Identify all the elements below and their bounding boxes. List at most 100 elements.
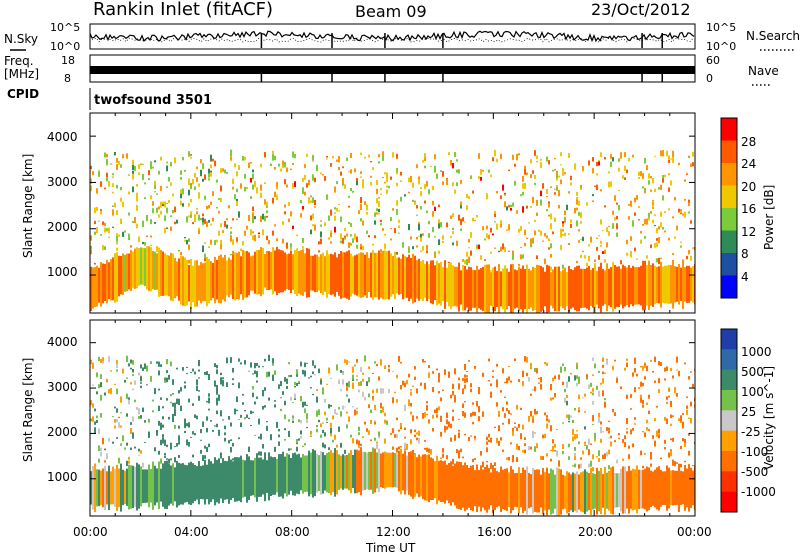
power-cbar-swatch-1 xyxy=(721,140,737,164)
power-cell-echo xyxy=(452,182,454,187)
velocity-cell-echo xyxy=(154,447,156,452)
velocity-cell-echo xyxy=(508,376,510,381)
power-cell-echo xyxy=(660,222,662,228)
power-cell-echo xyxy=(662,150,664,157)
power-cell-echo xyxy=(544,258,546,265)
power-cell-echo xyxy=(254,181,256,188)
power-cell-echo xyxy=(364,156,366,159)
power-cell-echo xyxy=(592,168,594,174)
velocity-cell-echo xyxy=(670,400,672,407)
power-cell-echo xyxy=(158,206,160,210)
velocity-cell-echo xyxy=(586,445,588,450)
power-cell-echo xyxy=(642,186,644,189)
velocity-cell-echo xyxy=(396,447,398,453)
velocity-cell-echo xyxy=(166,370,168,373)
velocity-cell-echo xyxy=(672,437,674,442)
velocity-cell-echo xyxy=(110,387,112,395)
cpid-panel: CPID twofsound 3501 xyxy=(7,87,212,110)
power-cell-echo xyxy=(234,194,236,200)
velocity-cell-echo xyxy=(668,388,670,391)
velocity-cell-echo xyxy=(128,456,130,460)
power-cell-echo xyxy=(582,166,584,172)
velocity-cell-echo xyxy=(664,378,666,381)
power-cell-band xyxy=(558,266,560,312)
velocity-cell-band xyxy=(172,463,174,506)
velocity-cell-echo xyxy=(166,398,168,401)
velocity-cell-echo xyxy=(578,409,580,413)
power-cell-band xyxy=(450,262,452,309)
velocity-cell-echo xyxy=(396,399,398,403)
power-cell-echo xyxy=(660,150,662,157)
velocity-cell-echo xyxy=(538,377,540,379)
power-cell-echo xyxy=(640,230,642,234)
velocity-cell-echo xyxy=(502,422,504,425)
power-cell-echo xyxy=(594,259,596,262)
vel-cbar-swatch-2 xyxy=(721,369,737,391)
velocity-cell-echo xyxy=(660,362,662,367)
velocity-cell-echo xyxy=(632,427,634,431)
power-cell-band xyxy=(220,254,222,304)
velocity-cell-echo xyxy=(240,362,242,365)
power-cell-band xyxy=(418,258,420,301)
velocity-cell-echo xyxy=(522,450,524,453)
vel-cbar-swatch-5 xyxy=(721,430,737,452)
power-cell-echo xyxy=(122,201,124,208)
power-cell-echo xyxy=(610,181,612,187)
power-cell-echo xyxy=(540,190,542,197)
velocity-cell-echo xyxy=(602,364,604,368)
power-cell-echo xyxy=(156,193,158,195)
velocity-cell-echo xyxy=(448,371,450,378)
power-cell-echo xyxy=(186,216,188,223)
velocity-cell-echo xyxy=(682,421,684,428)
power-cell-echo xyxy=(520,194,522,197)
power-cell-echo xyxy=(276,194,278,201)
power-cell-echo xyxy=(546,188,548,194)
velocity-cell-echo xyxy=(598,416,600,423)
power-cell-band xyxy=(320,254,322,294)
power-cell-echo xyxy=(630,200,632,207)
power-cell-band xyxy=(508,271,510,307)
velocity-cell-band xyxy=(546,467,548,516)
power-cell-band xyxy=(274,250,276,292)
power-cell-echo xyxy=(370,160,372,163)
velocity-cell-band xyxy=(286,453,288,497)
velocity-cell-echo xyxy=(186,439,188,446)
velocity-cell-echo xyxy=(546,418,548,422)
velocity-cell-echo xyxy=(468,436,470,442)
velocity-cell-echo xyxy=(508,456,510,461)
power-cell-band xyxy=(398,257,400,295)
power-cell-echo xyxy=(480,255,482,260)
velocity-cell-echo xyxy=(690,371,692,373)
velocity-cell-echo xyxy=(342,379,344,385)
velocity-cell-echo xyxy=(114,425,116,429)
velocity-cell-band xyxy=(532,467,534,514)
velocity-cell-echo xyxy=(330,422,332,428)
power-cell-echo xyxy=(432,211,434,217)
power-cell-band xyxy=(688,265,690,303)
velocity-cell-echo xyxy=(562,450,564,455)
power-cell-echo xyxy=(106,153,108,158)
velocity-cell-echo xyxy=(300,420,302,424)
velocity-cell-echo xyxy=(116,418,118,423)
velocity-cell-echo xyxy=(410,389,412,391)
velocity-cell-echo xyxy=(260,451,262,456)
velocity-cell-band xyxy=(674,470,676,506)
velocity-cell-echo xyxy=(634,367,636,373)
power-cell-echo xyxy=(342,166,344,169)
velocity-cell-echo xyxy=(108,356,110,363)
velocity-cell-echo xyxy=(450,394,452,399)
velocity-cell-band xyxy=(684,465,686,511)
power-cell-echo xyxy=(230,149,232,156)
power-cbar-swatch-5 xyxy=(721,230,737,254)
velocity-cell-echo xyxy=(340,369,342,373)
velocity-cell-band xyxy=(386,452,388,488)
power-cell-echo xyxy=(114,202,116,208)
power-cell-echo xyxy=(472,217,474,222)
velocity-cell-echo xyxy=(602,390,604,397)
velocity-cell-echo xyxy=(438,372,440,379)
power-cell-band xyxy=(670,265,672,304)
power-cell-echo xyxy=(402,242,404,248)
velocity-cell-band xyxy=(440,460,442,503)
velocity-cell-echo xyxy=(396,374,398,379)
velocity-cell-echo xyxy=(634,357,636,364)
